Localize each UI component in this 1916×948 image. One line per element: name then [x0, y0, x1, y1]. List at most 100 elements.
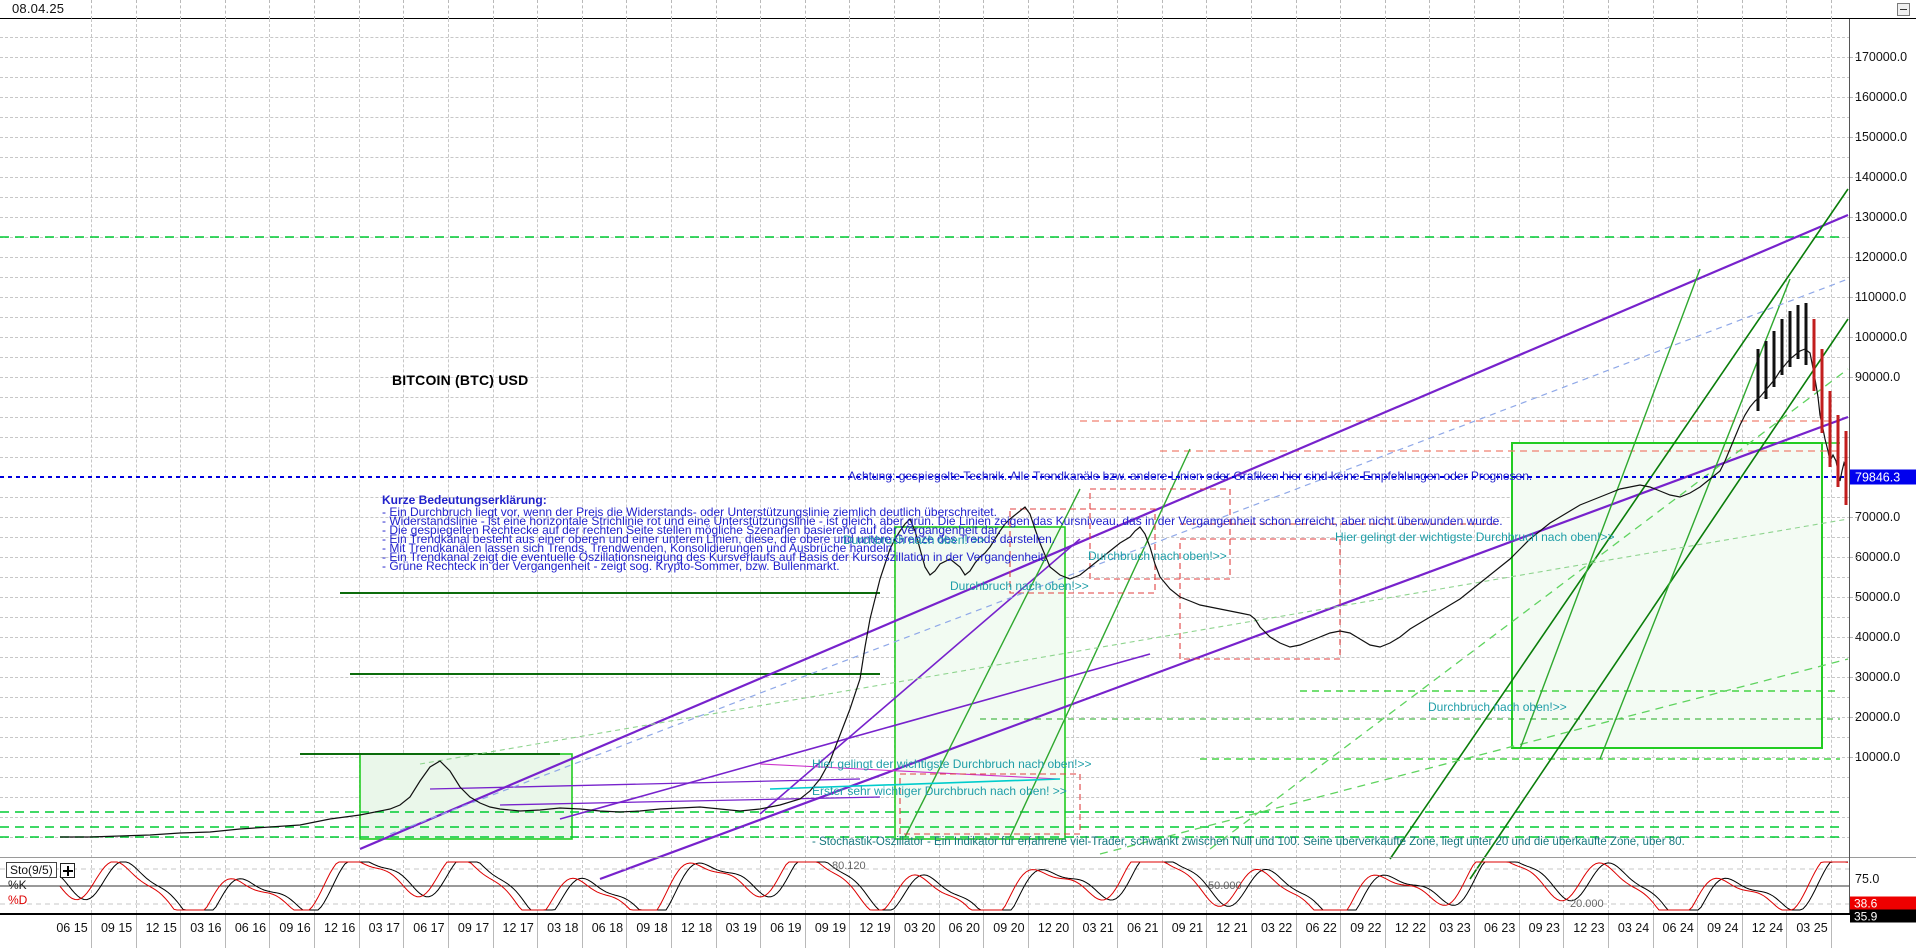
- minimize-icon[interactable]: [1897, 3, 1910, 16]
- price-axis-label: 120000.0: [1855, 250, 1908, 264]
- time-axis-label: 09 20: [993, 921, 1025, 935]
- price-axis-label: 90000.0: [1855, 370, 1901, 384]
- time-axis[interactable]: 06 15 09 15 12 15 03 16 06 16 09 16 12 16 03 17…: [0, 913, 1850, 948]
- breakout-label: Hier gelingt der wichtigste Durchbruch n…: [1335, 530, 1615, 544]
- gridline: [0, 77, 1849, 78]
- price-axis-label: 140000.0: [1855, 170, 1908, 184]
- expand-icon[interactable]: [59, 862, 75, 878]
- gridline: [180, 19, 182, 913]
- time-axis-label: 12 17: [502, 921, 534, 935]
- price-axis-label: 30000.0: [1855, 670, 1901, 684]
- gridline: [0, 177, 1849, 178]
- annotation-line: - Ein Trendkanal besteht aus einer obere…: [382, 532, 1056, 546]
- indicator-name[interactable]: Sto(9/5): [6, 862, 57, 878]
- time-axis-label: 06 22: [1305, 921, 1337, 935]
- gridline: [760, 19, 762, 913]
- breakout-label: Durchbruch nach oben!>>: [1428, 700, 1567, 714]
- time-axis-label: 03 22: [1260, 921, 1293, 935]
- gridline: [0, 37, 1849, 38]
- gridline: [0, 337, 1849, 338]
- indicator-level-mid: 50.000: [1208, 880, 1242, 892]
- time-axis-label: 12 22: [1394, 921, 1427, 935]
- title-bar: 08.04.25: [0, 0, 1916, 19]
- chart-plot-area[interactable]: BITCOIN (BTC) USD Achtung: gespiegelte T…: [0, 19, 1850, 913]
- time-axis-label: 09 19: [814, 921, 847, 935]
- time-axis-label: 12 16: [324, 921, 356, 935]
- date-label: 08.04.25: [12, 1, 65, 16]
- gridline: [894, 19, 896, 913]
- page-title: BITCOIN (BTC) USD: [392, 372, 529, 388]
- gridline: [537, 19, 539, 913]
- gridline: [1117, 19, 1119, 913]
- time-axis-label: 09 18: [636, 921, 668, 935]
- price-axis-label: 10000.0: [1855, 750, 1901, 764]
- gridline: [0, 377, 1849, 378]
- time-axis-label: 09 21: [1171, 921, 1204, 935]
- time-axis-label: 03 23: [1439, 921, 1471, 935]
- price-axis-label: 100000.0: [1855, 330, 1908, 344]
- time-axis-label: 06 18: [591, 921, 624, 935]
- axis-separator: [1850, 857, 1916, 858]
- indicator-scale-top: 75.0: [1855, 872, 1880, 886]
- gridline: [0, 297, 1849, 298]
- gridline: [91, 19, 92, 913]
- gridline: [0, 517, 1849, 518]
- gridline: [804, 19, 806, 913]
- price-axis-label: 40000.0: [1855, 630, 1901, 644]
- time-axis-label: 06 24: [1662, 921, 1694, 935]
- time-axis-label: 03 25: [1796, 921, 1828, 935]
- gridline: [314, 19, 316, 913]
- indicator-k-label: %K: [8, 878, 27, 892]
- time-axis-label: 06 23: [1484, 921, 1516, 935]
- time-axis-label: 03 24: [1617, 921, 1650, 935]
- price-axis-label: 130000.0: [1855, 210, 1908, 224]
- price-axis-label: 150000.0: [1855, 130, 1908, 144]
- gridline: [938, 19, 940, 913]
- annotation-top-note: Achtung: gespiegelte Technik. Alle Trend…: [848, 469, 1533, 483]
- time-axis-label: 09 23: [1528, 921, 1560, 935]
- gridline: [0, 257, 1849, 258]
- stochastic-panel[interactable]: Sto(9/5) %K %D 80.120 50.000 20.000: [0, 857, 1849, 913]
- time-axis-label: 09 16: [279, 921, 311, 935]
- gridline: [1072, 19, 1074, 913]
- price-axis-label: 170000.0: [1855, 50, 1908, 64]
- gridline: [0, 437, 1849, 438]
- gridline: [849, 19, 851, 913]
- time-axis-label: 06 19: [770, 921, 802, 935]
- gridline: [0, 397, 1849, 398]
- price-axis-label: 110000.0: [1855, 290, 1907, 304]
- time-axis-label: 03 16: [190, 921, 222, 935]
- time-axis-label: 09 24: [1707, 921, 1739, 935]
- gridline: [447, 19, 449, 913]
- gridline: [715, 19, 717, 913]
- gridline: [403, 19, 405, 913]
- annotation-legend-block: Kurze Bedeutungserklärung: - Ein Durchbr…: [382, 493, 1503, 573]
- indicator-level-high: 80.120: [832, 860, 866, 872]
- current-price-badge: 79846.3: [1850, 469, 1916, 485]
- time-axis-label: 09 17: [457, 921, 490, 935]
- gridline: [1340, 19, 1342, 913]
- indicator-tag[interactable]: Sto(9/5): [6, 862, 75, 878]
- gridline: [0, 277, 1849, 278]
- time-axis-label: 09 15: [100, 921, 133, 935]
- annotation-line: - Mit Trendkanälen lassen sich Trends, T…: [382, 541, 896, 555]
- time-axis-label: 12 15: [145, 921, 177, 935]
- gridline: [358, 19, 360, 913]
- breakout-label: Durchbruch nach oben!>>: [1088, 549, 1227, 563]
- time-axis-label: 06 17: [413, 921, 445, 935]
- annotation-line: - Widerstandslinie - ist eine horizontal…: [382, 514, 1503, 528]
- gridline: [0, 357, 1849, 358]
- time-axis-label: 03 20: [904, 921, 936, 935]
- gridline: [0, 457, 1849, 458]
- gridline: [135, 19, 137, 913]
- indicator-d-label: %D: [8, 893, 28, 907]
- price-axis-label: 160000.0: [1855, 90, 1908, 104]
- stochastic-graphics: [0, 861, 1849, 911]
- gridline: [0, 137, 1849, 138]
- price-axis[interactable]: 170000.0 160000.0 150000.0 140000.0 130000.0…: [1850, 19, 1916, 923]
- annotation-line: - Grüne Rechteck in der Vergangenheit - …: [382, 559, 840, 573]
- time-axis-label: 12 24: [1751, 921, 1784, 935]
- gridline: [0, 497, 1849, 498]
- gridline: [0, 97, 1849, 98]
